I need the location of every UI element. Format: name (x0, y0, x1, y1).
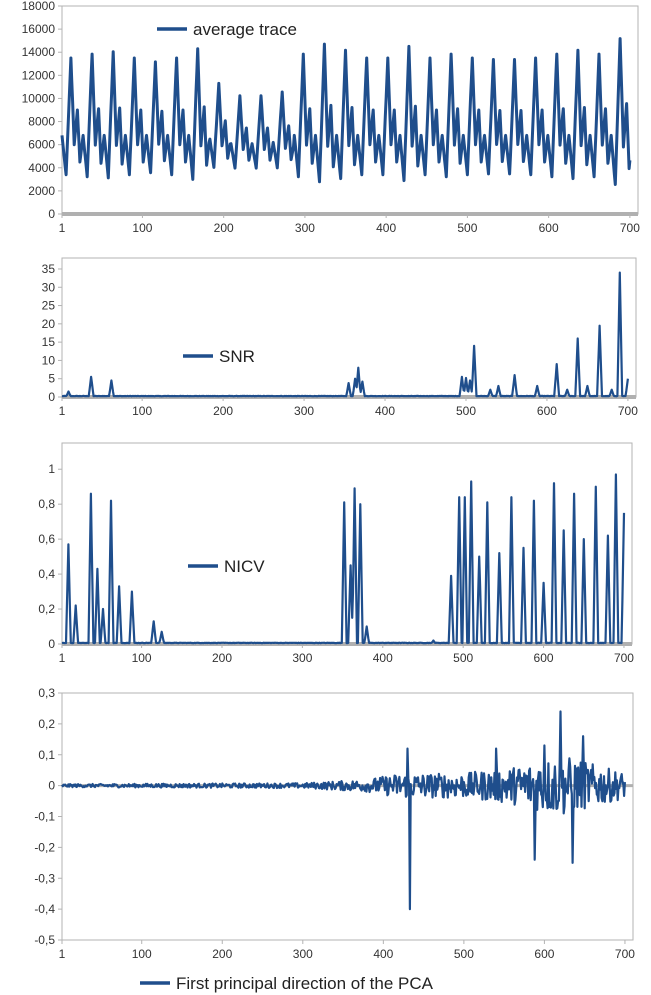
y-tick-label: 30 (42, 280, 56, 294)
chart-panel-2: 0 5 10 15 20 25 30 35 1 100 200 300 400 500 600 700 SNR (42, 257, 638, 418)
x-tick-label: 100 (132, 651, 152, 665)
x-tick-label: 500 (456, 404, 476, 418)
series-line (61, 473, 626, 645)
y-tick-label: 0 (48, 779, 55, 793)
y-tick-label: 4000 (28, 161, 55, 175)
y-tick-label: 20 (42, 317, 56, 331)
series-line (60, 37, 632, 186)
x-tick-label: 300 (293, 947, 313, 961)
y-tick-label: 12000 (22, 68, 56, 82)
y-tick-label: -0,5 (34, 933, 55, 947)
x-tick-label: 300 (294, 404, 314, 418)
y-tick-label: 0,2 (38, 602, 55, 616)
x-tick-label: 400 (375, 404, 395, 418)
x-tick-label: 100 (132, 221, 152, 235)
plot-frame (61, 692, 634, 941)
y-tick-label: -0,4 (34, 902, 55, 916)
x-tick-label: 600 (537, 404, 557, 418)
x-tick-label: 1 (59, 221, 66, 235)
x-tick-label: 1 (59, 651, 66, 665)
y-tick-label: 18000 (22, 0, 56, 13)
y-tick-label: 14000 (22, 45, 56, 59)
x-tick-label: 700 (618, 404, 638, 418)
y-tick-label: 5 (48, 372, 55, 386)
plot-frame (61, 5, 639, 215)
y-tick-label: 10000 (22, 91, 56, 105)
x-tick-label: 400 (376, 221, 396, 235)
x-tick-label: 200 (212, 947, 232, 961)
y-tick-label: 10 (42, 353, 56, 367)
y-tick-label: 16000 (22, 22, 56, 36)
x-tick-label: 700 (615, 947, 635, 961)
y-tick-label: 0 (48, 207, 55, 221)
y-tick-label: 6000 (28, 138, 55, 152)
series-line (61, 271, 629, 398)
chart-panel-4: -0,5 -0,4 -0,3 -0,2 -0,1 0 0,1 0,2 0,3 1 100 200 300… (34, 686, 635, 993)
x-tick-label: 200 (212, 651, 232, 665)
legend-label: NICV (224, 557, 265, 576)
x-tick-label: 1 (59, 947, 66, 961)
y-tick-label: 0,2 (38, 717, 55, 731)
y-tick-label: -0,3 (34, 871, 55, 885)
y-tick-label: 0,8 (38, 497, 55, 511)
legend-label: First principal direction of the PCA (176, 974, 434, 993)
legend-label: average trace (193, 20, 297, 39)
x-tick-label: 500 (453, 651, 473, 665)
y-tick-label: 8000 (28, 115, 55, 129)
x-tick-label: 500 (454, 947, 474, 961)
x-tick-label: 1 (59, 404, 66, 418)
y-tick-label: -0,1 (34, 810, 55, 824)
y-tick-label: -0,2 (34, 840, 55, 854)
y-tick-label: 0,1 (38, 748, 55, 762)
y-tick-label: 0 (48, 390, 55, 404)
y-tick-label: 25 (42, 299, 56, 313)
y-tick-label: 0,6 (38, 532, 55, 546)
x-tick-label: 600 (534, 651, 554, 665)
series-line (61, 710, 626, 911)
y-tick-label: 0,3 (38, 686, 55, 700)
x-tick-label: 600 (534, 947, 554, 961)
x-tick-label: 700 (620, 221, 640, 235)
plot-frame (61, 257, 637, 398)
y-tick-label: 0 (48, 637, 55, 651)
x-tick-label: 100 (132, 404, 152, 418)
x-tick-label: 100 (132, 947, 152, 961)
x-tick-label: 400 (373, 947, 393, 961)
x-tick-label: 400 (373, 651, 393, 665)
x-tick-label: 200 (213, 404, 233, 418)
x-tick-label: 300 (292, 651, 312, 665)
chart-panel-1: 0 2000 4000 6000 8000 10000 12000 14000 16000 180… (22, 0, 641, 235)
y-tick-label: 1 (48, 462, 55, 476)
y-tick-label: 2000 (28, 184, 55, 198)
chart-panel-3: 0 0,2 0,4 0,6 0,8 1 1 100 200 300 400 500 600 700 NICV (38, 442, 634, 665)
y-tick-label: 35 (42, 262, 56, 276)
x-tick-label: 600 (539, 221, 559, 235)
y-tick-label: 15 (42, 335, 56, 349)
legend-label: SNR (219, 347, 255, 366)
x-tick-label: 500 (457, 221, 477, 235)
y-tick-label: 0,4 (38, 567, 55, 581)
x-tick-label: 200 (214, 221, 234, 235)
x-tick-label: 700 (614, 651, 634, 665)
x-tick-label: 300 (295, 221, 315, 235)
